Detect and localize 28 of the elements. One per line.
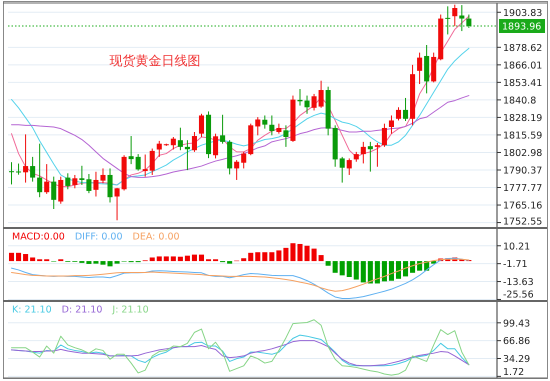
y-tick-label: 10.21 [503,241,530,252]
y-tick-label: 1815.59 [503,130,542,142]
y-tick-label: 1790.37 [503,165,542,176]
series-label: MACD:0.00 [12,232,65,242]
text: J: 21.10 [111,304,149,316]
y-tick-label: 1765.16 [503,200,542,212]
y-tick-label: 34.29 [503,354,530,366]
y-tick-label: 1752.55 [503,216,542,228]
y-tick-label: 1.72 [503,367,524,378]
text: DEA: 0.00 [132,232,180,242]
y-tick-label: 1853.41 [503,78,542,89]
text: 现货黄金日线图 [110,54,200,69]
y-tick-label: 1777.77 [503,183,542,194]
y-tick-label: 1802.98 [503,148,542,159]
text: D: 21.10 [62,304,102,316]
y-tick-label: 1903.83 [503,8,542,19]
text: DIFF: 0.00 [74,232,123,242]
y-tick-label: -1.71 [503,259,528,270]
ref-line-label: 1893.96 [502,21,542,32]
y-tick-label: 1840.8 [503,95,536,106]
y-tick-label: 66.86 [503,336,530,348]
y-tick-label: -25.56 [503,290,534,300]
y-tick-label: -13.63 [503,277,534,288]
y-tick-label: 1828.19 [503,112,542,124]
y-tick-label: 1866.01 [503,60,542,72]
text: K: 21.10 [12,304,52,316]
y-tick-label: 99.43 [503,318,530,330]
y-tick-label: 1878.62 [503,42,542,54]
